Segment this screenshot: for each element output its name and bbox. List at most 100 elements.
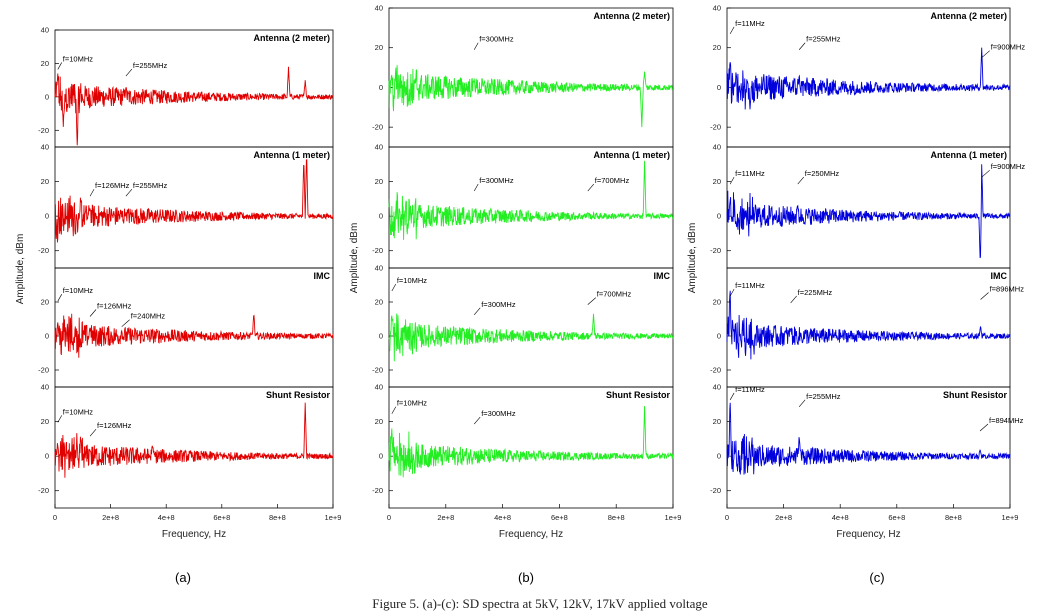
panel-b-xtick-label: 6e+8 xyxy=(551,513,568,522)
panel-b-sub2-ytick-label: 40 xyxy=(375,143,383,152)
panel-a-xtick-label: 4e+8 xyxy=(158,513,175,522)
panel-b-sub3-trace xyxy=(388,313,674,362)
panel-a-sub1-ytick-label: 0 xyxy=(45,92,49,101)
panel-a-sub2-title: Antenna (1 meter) xyxy=(253,150,330,160)
panel-b-sub4-ytick-label: 0 xyxy=(379,452,383,461)
panel-b-sub1-trace xyxy=(388,65,673,128)
panel-b-sub3-ytick-label: 20 xyxy=(375,298,383,307)
panel-c-sub1-annotation-arrow xyxy=(981,50,990,58)
panel-b-xtick-label: 4e+8 xyxy=(494,513,511,522)
panel-c-sub4-annotation: f=255MHz xyxy=(806,392,841,401)
panel-label-c: (c) xyxy=(869,570,884,585)
panel-a-sub3-annotation: f=126MHz xyxy=(97,302,132,311)
panel-b-ylabel: Amplitude, dBm xyxy=(349,223,360,294)
panel-b-sub4-annotation: f=10MHz xyxy=(397,399,427,408)
panel-c-sub1-ytick-label: 20 xyxy=(713,43,721,52)
panel-a-sub2-ytick-label: 0 xyxy=(45,212,49,221)
panel-a-sub2-frame xyxy=(54,146,334,269)
panel-b-sub2-ytick-label: -20 xyxy=(372,246,383,255)
panel-b-sub1-ytick-label: 0 xyxy=(379,83,383,92)
panel-b-sub4-annotation-arrow xyxy=(391,406,397,414)
panel-a-sub2-ytick-label: -20 xyxy=(38,246,49,255)
panel-c-sub4-annotation-arrow xyxy=(729,392,735,401)
panel-c-sub2-ytick-label: -20 xyxy=(710,246,721,255)
panel-b-sub4-annotation-arrow xyxy=(473,416,481,425)
panel-a-sub1-annotation-arrow xyxy=(125,68,133,77)
panel-c-sub4-title: Shunt Resistor xyxy=(943,390,1008,400)
panel-c-sub3-annotation: f=225MHz xyxy=(798,288,833,297)
panel-c-sub2-annotation-arrow xyxy=(729,176,735,185)
panel-a-sub3-ytick-label: -20 xyxy=(38,366,49,375)
panel-b-xtick-label: 8e+8 xyxy=(608,513,625,522)
panel-a-sub2-ytick-label: 40 xyxy=(41,143,49,152)
panel-c-sub4-ytick-label: 20 xyxy=(713,417,721,426)
panel-b-xtick-label: 1e+9 xyxy=(665,513,682,522)
panel-c-xtick-label: 4e+8 xyxy=(832,513,849,522)
panel-c-sub3-ytick-label: -20 xyxy=(710,366,721,375)
panel-a-sub3-annotation-arrow xyxy=(121,319,130,327)
panel-a-sub1-annotation-arrow xyxy=(57,62,63,70)
panel-b-xlabel: Frequency, Hz xyxy=(499,529,563,540)
panel-a-sub4-trace xyxy=(54,402,334,478)
panel-c-sub3-frame xyxy=(726,267,1011,388)
panel-c-sub2-ytick-label: 20 xyxy=(713,177,721,186)
panel-c-xtick-label: 2e+8 xyxy=(775,513,792,522)
panel-c-sub4-ytick-label: 0 xyxy=(717,452,721,461)
panel-c-sub3-annotation: f=896MHz xyxy=(990,285,1025,294)
panel-a-sub1-ytick-label: 40 xyxy=(41,26,49,35)
panel-a-sub2-ytick-label: 20 xyxy=(41,177,49,186)
panel-a-sub3-frame xyxy=(54,267,334,388)
panel-a-sub3-ytick-label: 20 xyxy=(41,298,49,307)
panel-b-sub3-annotation: f=700MHz xyxy=(597,290,632,299)
panel-a-sub2-trace xyxy=(54,158,334,243)
panel-b-sub2-annotation-arrow xyxy=(587,183,595,192)
panel-c-sub3-ytick-label: 0 xyxy=(717,332,721,341)
panel-b-sub3-annotation-arrow xyxy=(587,297,596,305)
panel-b-sub2-ytick-label: 20 xyxy=(375,177,383,186)
panel-a-sub2-annotation-arrow xyxy=(125,189,133,197)
panel-b-sub1-ytick-label: 40 xyxy=(375,4,383,13)
panel-b-sub2-annotation-arrow xyxy=(473,183,479,192)
panel-c-sub3-title: IMC xyxy=(991,271,1008,281)
panel-a-sub3-trace xyxy=(54,313,334,358)
panel-c-sub2-annotation-arrow xyxy=(797,176,804,185)
panel-c-sub1-annotation: f=900MHz xyxy=(991,43,1026,52)
panel-a-sub4-annotation: f=126MHz xyxy=(97,421,132,430)
panel-a-sub3-title: IMC xyxy=(314,271,331,281)
panel-c-sub2-ytick-label: 0 xyxy=(717,212,721,221)
panel-label-b: (b) xyxy=(518,570,534,585)
panel-c-xtick-label: 0 xyxy=(725,513,729,522)
panel-c-sub1-ytick-label: -20 xyxy=(710,123,721,132)
panel-c-sub4-frame xyxy=(726,386,1011,509)
panel-b-sub4-ytick-label: 20 xyxy=(375,417,383,426)
panel-b-sub1-ytick-label: -20 xyxy=(372,123,383,132)
panel-a-sub4-ytick-label: 0 xyxy=(45,452,49,461)
panel-a-sub4-ytick-label: 20 xyxy=(41,417,49,426)
panel-c-sub1-annotation: f=255MHz xyxy=(806,35,841,44)
panel-a-sub4-annotation: f=10MHz xyxy=(63,407,93,416)
panel-b-xtick-label: 0 xyxy=(387,513,391,522)
panel-b-sub2-annotation: f=700MHz xyxy=(595,176,630,185)
panel-b-sub4-ytick-label: -20 xyxy=(372,486,383,495)
panel-a-sub4-ytick-label: -20 xyxy=(38,486,49,495)
figure-caption: Figure 5. (a)-(c): SD spectra at 5kV, 12… xyxy=(372,596,708,611)
panel-c-sub3-annotation-arrow xyxy=(790,295,797,304)
panel-b-sub3-title: IMC xyxy=(654,271,671,281)
panel-a-sub1-trace xyxy=(54,66,334,146)
panel-c-sub1-annotation: f=11MHz xyxy=(735,19,765,28)
panel-c-xtick-label: 8e+8 xyxy=(945,513,962,522)
panels-group: -20 0 20 40 Antenna (2 meter) f=10MHz f=255MHz… xyxy=(15,4,1025,541)
panel-b-sub2-annotation: f=300MHz xyxy=(479,176,514,185)
panel-a-sub4-frame xyxy=(54,386,334,509)
panel-b-sub3-annotation-arrow xyxy=(391,283,397,292)
panel-b-sub4-trace xyxy=(388,405,674,478)
panel-a-sub3-ytick-label: 0 xyxy=(45,332,49,341)
panel-b-sub1-annotation: f=300MHz xyxy=(479,35,514,44)
panel-a-xtick-label: 2e+8 xyxy=(102,513,119,522)
panel-b-sub1-title: Antenna (2 meter) xyxy=(593,11,670,21)
panel-c-sub3-annotation-arrow xyxy=(980,292,989,300)
panel-c-ylabel: Amplitude, dBm xyxy=(687,223,698,294)
panel-b-sub2-title: Antenna (1 meter) xyxy=(593,150,670,160)
panel-c-sub3-ytick-label: 20 xyxy=(713,298,721,307)
panel-c-sub3-trace xyxy=(726,290,1011,360)
